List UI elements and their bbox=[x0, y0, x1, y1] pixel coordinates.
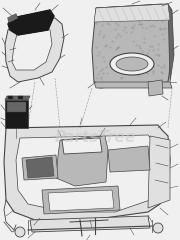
Ellipse shape bbox=[116, 57, 148, 71]
Polygon shape bbox=[56, 136, 108, 186]
Ellipse shape bbox=[110, 53, 154, 75]
Polygon shape bbox=[48, 190, 114, 211]
Polygon shape bbox=[148, 136, 170, 208]
Polygon shape bbox=[62, 138, 102, 154]
Polygon shape bbox=[4, 125, 170, 220]
Polygon shape bbox=[108, 146, 150, 172]
Polygon shape bbox=[7, 102, 26, 112]
Polygon shape bbox=[26, 157, 54, 178]
Polygon shape bbox=[8, 96, 13, 99]
Polygon shape bbox=[92, 4, 172, 88]
Polygon shape bbox=[12, 26, 52, 70]
Polygon shape bbox=[30, 216, 150, 232]
Polygon shape bbox=[8, 10, 54, 35]
Polygon shape bbox=[42, 186, 120, 214]
Polygon shape bbox=[5, 96, 30, 100]
Polygon shape bbox=[5, 18, 64, 82]
Polygon shape bbox=[96, 4, 168, 18]
Polygon shape bbox=[148, 80, 163, 96]
Polygon shape bbox=[8, 14, 17, 22]
Circle shape bbox=[153, 223, 163, 233]
Polygon shape bbox=[18, 96, 23, 99]
Polygon shape bbox=[94, 82, 172, 88]
Text: PartsTree: PartsTree bbox=[54, 131, 136, 145]
Polygon shape bbox=[94, 4, 170, 22]
Polygon shape bbox=[22, 155, 58, 180]
Polygon shape bbox=[16, 135, 156, 212]
Polygon shape bbox=[5, 100, 28, 128]
Circle shape bbox=[15, 227, 25, 237]
Polygon shape bbox=[168, 4, 174, 82]
